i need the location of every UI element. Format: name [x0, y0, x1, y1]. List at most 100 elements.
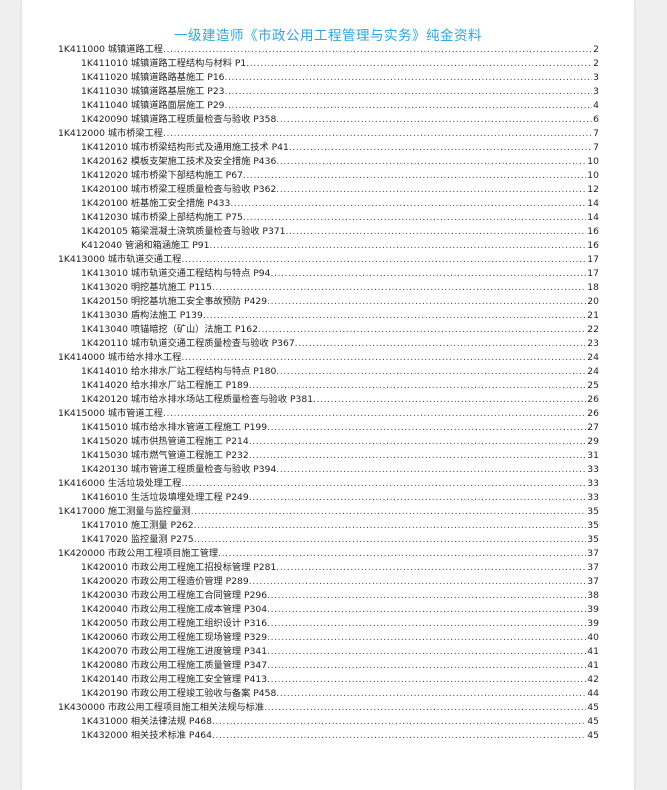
toc-entry-label: 1K415020 城市供热管道工程施工 P214	[81, 436, 249, 447]
toc-section-entry[interactable]: 1K420190 市政公用工程竣工验收与备案 P458 44	[81, 687, 599, 701]
toc-page-number: 21	[587, 310, 599, 321]
toc-entry-label: 1K412010 城市桥梁结构形式及通用施工技术 P41	[81, 142, 289, 153]
toc-section-entry[interactable]: 1K420050 市政公用工程施工组织设计 P316 39	[81, 617, 599, 631]
toc-section-entry[interactable]: 1K420030 市政公用工程施工合同管理 P296 38	[81, 589, 599, 603]
toc-leader-dots	[276, 155, 586, 169]
toc-section-entry[interactable]: 1K420100 城市桥梁工程质量检查与验收 P362 12	[81, 183, 599, 197]
toc-section-entry[interactable]: 1K420100 桩基施工安全措施 P433 14	[81, 197, 599, 211]
toc-entry-label: 1K411000 城镇道路工程	[58, 44, 163, 55]
toc-entry-label: 1K430000 市政公用工程项目施工相关法规与标准	[58, 702, 265, 713]
toc-leader-dots	[267, 631, 586, 645]
toc-section-entry[interactable]: 1K412020 城市桥梁下部结构施工 P67 10	[81, 169, 599, 183]
toc-page-number: 3	[593, 86, 599, 97]
toc-section-entry[interactable]: 1K420010 市政公用工程施工招投标管理 P281 37	[81, 561, 599, 575]
toc-chapter-entry[interactable]: 1K415000 城市管道工程 26	[58, 407, 599, 421]
toc-chapter-entry[interactable]: 1K420000 市政公用工程项目施工管理 37	[58, 547, 599, 561]
toc-leader-dots	[295, 337, 587, 351]
toc-chapter-entry[interactable]: 1K411000 城镇道路工程 2	[58, 43, 599, 57]
toc-section-entry[interactable]: 1K420105 箱梁混凝土浇筑质量检查与验收 P371 16	[81, 225, 599, 239]
toc-page-number: 33	[587, 464, 599, 475]
toc-page-number: 20	[587, 296, 599, 307]
toc-section-entry[interactable]: 1K420130 城市管道工程质量检查与验收 P394 33	[81, 463, 599, 477]
toc-section-entry[interactable]: 1K411040 城镇道路面层施工 P29 4	[81, 99, 599, 113]
toc-leader-dots	[276, 463, 586, 477]
toc-chapter-entry[interactable]: 1K430000 市政公用工程项目施工相关法规与标准 45	[58, 701, 599, 715]
toc-section-entry[interactable]: 1K431000 相关法律法规 P468 45	[81, 715, 599, 729]
toc-page-number: 26	[587, 408, 599, 419]
toc-leader-dots	[163, 127, 592, 141]
toc-page-number: 40	[587, 632, 599, 643]
toc-page-number: 16	[587, 240, 599, 251]
toc-section-entry[interactable]: 1K420120 城市给水排水场站工程质量检查与验收 P381 26	[81, 393, 599, 407]
toc-page-number: 2	[593, 44, 599, 55]
toc-entry-label: 1K413010 城市轨道交通工程结构与特点 P94	[81, 268, 271, 279]
toc-chapter-entry[interactable]: 1K413000 城市轨道交通工程 17	[58, 253, 599, 267]
toc-page-number: 22	[587, 324, 599, 335]
toc-entry-label: 1K420110 城市轨道交通工程质量检查与验收 P367	[81, 338, 295, 349]
toc-section-entry[interactable]: 1K415010 城市给水排水管道工程施工 P199 27	[81, 421, 599, 435]
toc-leader-dots	[243, 211, 586, 225]
toc-section-entry[interactable]: 1K417020 监控量测 P275 35	[81, 533, 599, 547]
toc-section-entry[interactable]: 1K420060 市政公用工程施工现场管理 P329 40	[81, 631, 599, 645]
toc-section-entry[interactable]: 1K413020 明挖基坑施工 P115 18	[81, 281, 599, 295]
toc-entry-label: 1K420105 箱梁混凝土浇筑质量检查与验收 P371	[81, 226, 286, 237]
toc-leader-dots	[191, 505, 587, 519]
toc-page-number: 2	[593, 58, 599, 69]
toc-section-entry[interactable]: 1K412010 城市桥梁结构形式及通用施工技术 P41 7	[81, 141, 599, 155]
toc-page-number: 37	[587, 576, 599, 587]
toc-section-entry[interactable]: 1K411010 城镇道路工程结构与材料 P1 2	[81, 57, 599, 71]
toc-chapter-entry[interactable]: 1K414000 城市给水排水工程 24	[58, 351, 599, 365]
toc-section-entry[interactable]: 1K417010 施工测量 P262 35	[81, 519, 599, 533]
toc-section-entry[interactable]: 1K432000 相关技术标准 P464 45	[81, 729, 599, 743]
toc-chapter-entry[interactable]: 1K412000 城市桥梁工程 7	[58, 127, 599, 141]
toc-leader-dots	[225, 85, 593, 99]
toc-page-number: 12	[587, 184, 599, 195]
toc-section-entry[interactable]: 1K411020 城镇道路路基施工 P16 3	[81, 71, 599, 85]
toc-chapter-entry[interactable]: 1K416000 生活垃圾处理工程 33	[58, 477, 599, 491]
toc-section-entry[interactable]: 1K420110 城市轨道交通工程质量检查与验收 P367 23	[81, 337, 599, 351]
toc-entry-label: 1K420010 市政公用工程施工招投标管理 P281	[81, 562, 277, 573]
toc-leader-dots	[267, 659, 586, 673]
toc-entry-label: 1K416000 生活垃圾处理工程	[58, 478, 182, 489]
toc-section-entry[interactable]: 1K420040 市政公用工程施工成本管理 P304 39	[81, 603, 599, 617]
toc-section-entry[interactable]: K412040 管涵和箱涵施工 P91 16	[81, 239, 599, 253]
toc-leader-dots	[209, 239, 586, 253]
toc-section-entry[interactable]: 1K412030 城市桥梁上部结构施工 P75 14	[81, 211, 599, 225]
toc-section-entry[interactable]: 1K420090 城镇道路工程质量检查与验收 P358 6	[81, 113, 599, 127]
toc-page-number: 29	[587, 436, 599, 447]
toc-section-entry[interactable]: 1K420150 明挖基坑施工安全事故预防 P429 20	[81, 295, 599, 309]
toc-page-number: 7	[593, 142, 599, 153]
toc-leader-dots	[181, 253, 586, 267]
toc-section-entry[interactable]: 1K420162 模板支架施工技术及安全措施 P436 10	[81, 155, 599, 169]
toc-section-entry[interactable]: 1K411030 城镇道路基层施工 P23 3	[81, 85, 599, 99]
toc-entry-label: 1K420130 城市管道工程质量检查与验收 P394	[81, 464, 277, 475]
toc-page-number: 14	[587, 198, 599, 209]
toc-entry-label: 1K420060 市政公用工程施工现场管理 P329	[81, 632, 268, 643]
toc-section-entry[interactable]: 1K413010 城市轨道交通工程结构与特点 P94 17	[81, 267, 599, 281]
toc-section-entry[interactable]: 1K420020 市政公用工程造价管理 P289 37	[81, 575, 599, 589]
toc-leader-dots	[163, 43, 592, 57]
toc-section-entry[interactable]: 1K413040 喷锚暗挖（矿山）法施工 P162 22	[81, 323, 599, 337]
toc-section-entry[interactable]: 1K420140 市政公用工程施工安全管理 P413 42	[81, 673, 599, 687]
toc-section-entry[interactable]: 1K414020 给水排水厂站工程施工 P189 25	[81, 379, 599, 393]
toc-leader-dots	[264, 701, 586, 715]
toc-page-number: 27	[587, 422, 599, 433]
toc-section-entry[interactable]: 1K415020 城市供热管道工程施工 P214 29	[81, 435, 599, 449]
toc-leader-dots	[276, 183, 586, 197]
toc-section-entry[interactable]: 1K420070 市政公用工程施工进度管理 P341 41	[81, 645, 599, 659]
toc-leader-dots	[243, 169, 586, 183]
toc-section-entry[interactable]: 1K413030 盾构法施工 P139 21	[81, 309, 599, 323]
toc-chapter-entry[interactable]: 1K417000 施工测量与监控量测 35	[58, 505, 599, 519]
toc-page-number: 44	[587, 688, 599, 699]
toc-leader-dots	[246, 57, 592, 71]
toc-entry-label: 1K412020 城市桥梁下部结构施工 P67	[81, 170, 243, 181]
toc-page-number: 35	[587, 506, 599, 517]
toc-section-entry[interactable]: 1K415030 城市燃气管道工程施工 P232 31	[81, 449, 599, 463]
toc-leader-dots	[212, 715, 586, 729]
toc-section-entry[interactable]: 1K420080 市政公用工程施工质量管理 P347 41	[81, 659, 599, 673]
toc-section-entry[interactable]: 1K414010 给水排水厂站工程结构与特点 P180 24	[81, 365, 599, 379]
toc-entry-label: 1K420120 城市给水排水场站工程质量检查与验收 P381	[81, 394, 314, 405]
toc-entry-label: 1K420100 城市桥梁工程质量检查与验收 P362	[81, 184, 277, 195]
toc-section-entry[interactable]: 1K416010 生活垃圾填埋处理工程 P249 33	[81, 491, 599, 505]
toc-entry-label: 1K415000 城市管道工程	[58, 408, 163, 419]
